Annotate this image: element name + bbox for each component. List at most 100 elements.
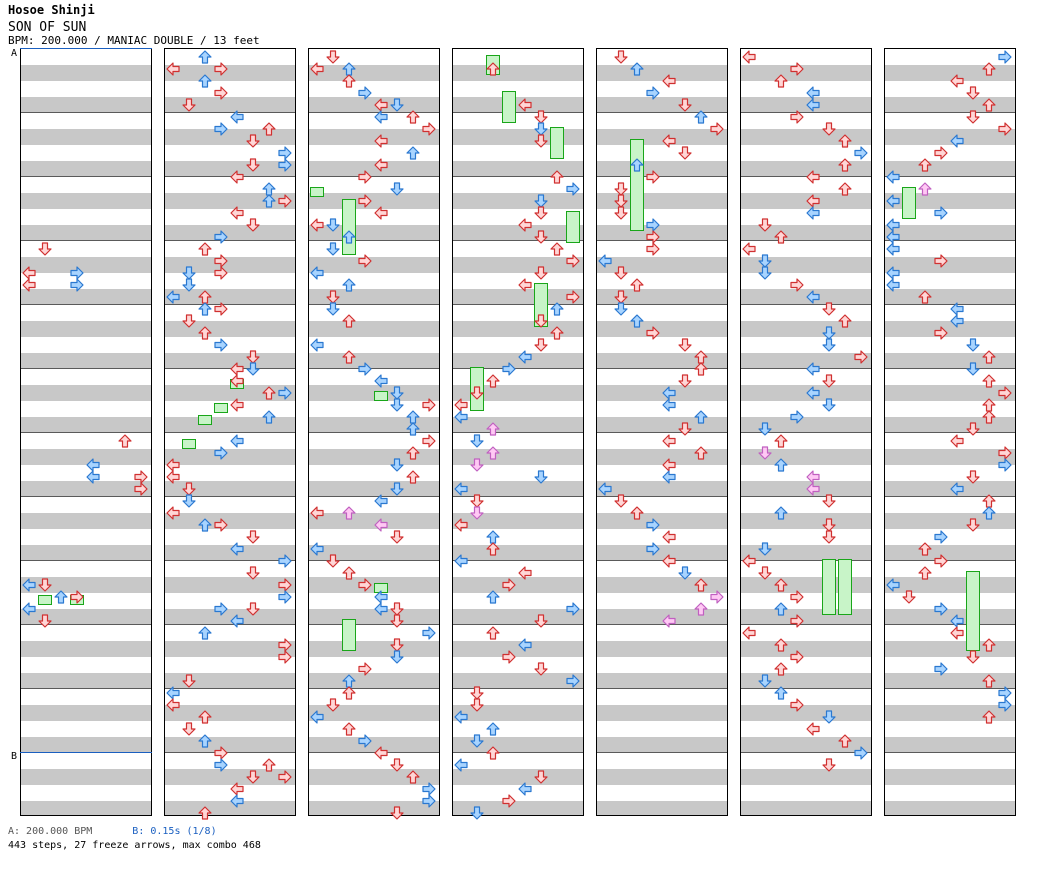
measure-line (885, 752, 1015, 753)
step-arrow-down-icon (966, 362, 980, 376)
artist-name: Hosoe Shinji (8, 3, 95, 17)
measure-line (741, 240, 871, 241)
step-arrow-up-icon (406, 446, 420, 460)
step-arrow-left-icon (518, 98, 532, 112)
step-arrow-right-icon (422, 434, 436, 448)
step-arrow-up-icon (486, 446, 500, 460)
step-arrow-down-icon (390, 758, 404, 772)
measure-line (21, 176, 151, 177)
step-arrow-right-icon (502, 794, 516, 808)
measure-line (453, 688, 583, 689)
step-arrow-down-icon (246, 218, 260, 232)
step-arrow-right-icon (278, 650, 292, 664)
step-arrow-down-icon (614, 266, 628, 280)
step-arrow-down-icon (390, 458, 404, 472)
step-arrow-down-icon (246, 362, 260, 376)
measure-line (21, 624, 151, 625)
freeze-arrow (342, 199, 356, 255)
step-arrow-right-icon (278, 194, 292, 208)
step-arrow-up-icon (198, 74, 212, 88)
step-arrow-left-icon (598, 482, 612, 496)
step-arrow-left-icon (22, 578, 36, 592)
step-arrow-down-icon (534, 614, 548, 628)
song-title: SON OF SUN (8, 20, 87, 35)
measure-line (165, 368, 295, 369)
step-arrow-right-icon (422, 794, 436, 808)
step-arrow-up-icon (406, 770, 420, 784)
step-arrow-down-icon (534, 230, 548, 244)
step-arrow-left-icon (230, 170, 244, 184)
step-arrow-up-icon (838, 734, 852, 748)
measure-line (885, 112, 1015, 113)
step-arrow-left-icon (374, 110, 388, 124)
step-arrow-down-icon (966, 518, 980, 532)
chart-column-7 (884, 48, 1016, 816)
step-arrow-left-icon (950, 74, 964, 88)
step-arrow-left-icon (166, 506, 180, 520)
step-arrow-left-icon (742, 626, 756, 640)
step-arrow-up-icon (918, 158, 932, 172)
measure-line (165, 432, 295, 433)
step-arrow-up-icon (774, 686, 788, 700)
step-arrow-down-icon (758, 254, 772, 268)
step-arrow-down-icon (390, 806, 404, 820)
chart-column-2 (164, 48, 296, 820)
step-arrow-left-icon (454, 710, 468, 724)
step-arrow-right-icon (278, 590, 292, 604)
step-arrow-right-icon (214, 122, 228, 136)
step-arrow-up-icon (838, 314, 852, 328)
step-arrow-right-icon (854, 146, 868, 160)
step-arrow-left-icon (454, 554, 468, 568)
measure-line (597, 304, 727, 305)
step-arrow-down-icon (182, 722, 196, 736)
step-arrow-down-icon (678, 98, 692, 112)
chart-column-5 (596, 48, 728, 816)
step-arrow-down-icon (758, 218, 772, 232)
measure-line (597, 624, 727, 625)
step-arrow-right-icon (214, 302, 228, 316)
step-arrow-down-icon (678, 374, 692, 388)
step-arrow-down-icon (246, 770, 260, 784)
step-arrow-left-icon (886, 278, 900, 292)
step-arrow-down-icon (182, 482, 196, 496)
step-arrow-down-icon (614, 50, 628, 64)
step-arrow-left-icon (518, 350, 532, 364)
step-arrow-up-icon (774, 662, 788, 676)
freeze-arrow (550, 127, 564, 159)
step-arrow-up-icon (486, 422, 500, 436)
step-arrow-left-icon (374, 158, 388, 172)
step-arrow-right-icon (646, 86, 660, 100)
freeze-arrow (38, 595, 52, 605)
step-arrow-up-icon (630, 314, 644, 328)
step-arrow-left-icon (662, 434, 676, 448)
measure-line (741, 752, 871, 753)
step-arrow-left-icon (230, 398, 244, 412)
step-arrow-left-icon (166, 62, 180, 76)
step-arrow-up-icon (342, 686, 356, 700)
step-arrow-down-icon (470, 386, 484, 400)
step-arrow-up-icon (118, 434, 132, 448)
step-arrow-down-icon (390, 98, 404, 112)
measure-line (165, 688, 295, 689)
measure-line (453, 112, 583, 113)
step-arrow-down-icon (326, 218, 340, 232)
step-arrow-left-icon (950, 314, 964, 328)
step-arrow-up-icon (406, 470, 420, 484)
step-arrow-up-icon (982, 98, 996, 112)
step-arrow-right-icon (70, 590, 84, 604)
measure-line (453, 368, 583, 369)
step-arrow-down-icon (534, 194, 548, 208)
step-arrow-left-icon (662, 614, 676, 628)
measure-line (885, 624, 1015, 625)
step-arrow-left-icon (230, 374, 244, 388)
step-arrow-up-icon (982, 350, 996, 364)
step-arrow-down-icon (390, 182, 404, 196)
chart-summary: 443 steps, 27 freeze arrows, max combo 4… (8, 840, 261, 851)
marker-a-line (20, 48, 152, 49)
step-arrow-left-icon (950, 434, 964, 448)
step-arrow-left-icon (454, 518, 468, 532)
step-arrow-left-icon (662, 398, 676, 412)
step-arrow-left-icon (742, 554, 756, 568)
step-arrow-left-icon (518, 638, 532, 652)
step-arrow-down-icon (390, 530, 404, 544)
